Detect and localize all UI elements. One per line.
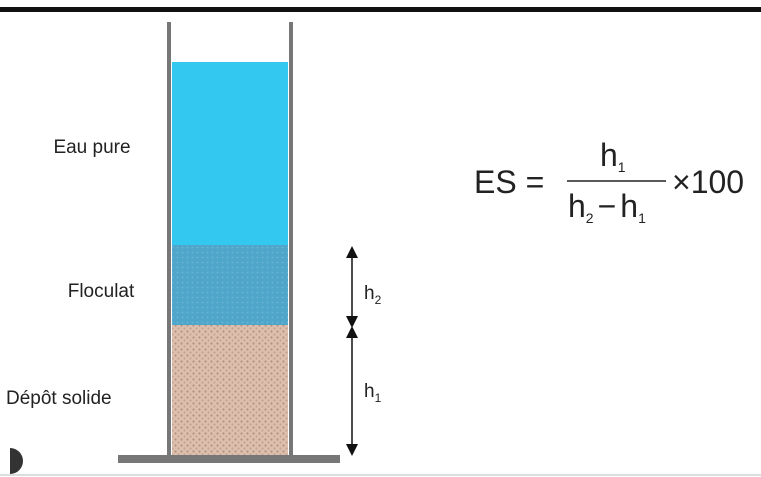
h-sub: 1 — [638, 210, 646, 226]
formula-lhs: ES = — [474, 164, 544, 200]
corner-icon — [10, 448, 23, 474]
formula-numerator: h1 — [600, 137, 626, 175]
cylinder-wall — [167, 22, 171, 457]
cylinder-wall — [289, 22, 293, 457]
h-letter: h — [364, 283, 375, 304]
deposit-layer — [172, 325, 288, 456]
water-layer — [172, 62, 288, 245]
deposit-label: Dépôt solide — [6, 388, 112, 409]
h-letter: h — [620, 188, 638, 224]
factor: 100 — [691, 164, 744, 200]
diagram: Eau pure Floculat Dépôt solide h2 h1 ES … — [0, 0, 761, 477]
h-sub: 2 — [375, 293, 382, 307]
h2-label: h2 — [364, 283, 382, 307]
h-sub: 1 — [375, 391, 382, 405]
top-bar — [0, 7, 761, 12]
formula-factor: ×100 — [672, 164, 744, 200]
formula-denominator: h2−h1 — [568, 188, 646, 226]
water-label: Eau pure — [53, 137, 130, 158]
h-letter: h — [600, 137, 618, 173]
floc-layer — [172, 245, 288, 325]
h-letter: h — [568, 188, 586, 224]
minus: − — [598, 188, 617, 224]
times: × — [672, 164, 691, 200]
h-sub: 2 — [586, 210, 594, 226]
h-letter: h — [364, 381, 375, 402]
h-sub: 1 — [618, 159, 626, 175]
floc-label: Floculat — [68, 281, 135, 302]
h1-label: h1 — [364, 381, 382, 405]
cylinder-base — [118, 455, 340, 463]
